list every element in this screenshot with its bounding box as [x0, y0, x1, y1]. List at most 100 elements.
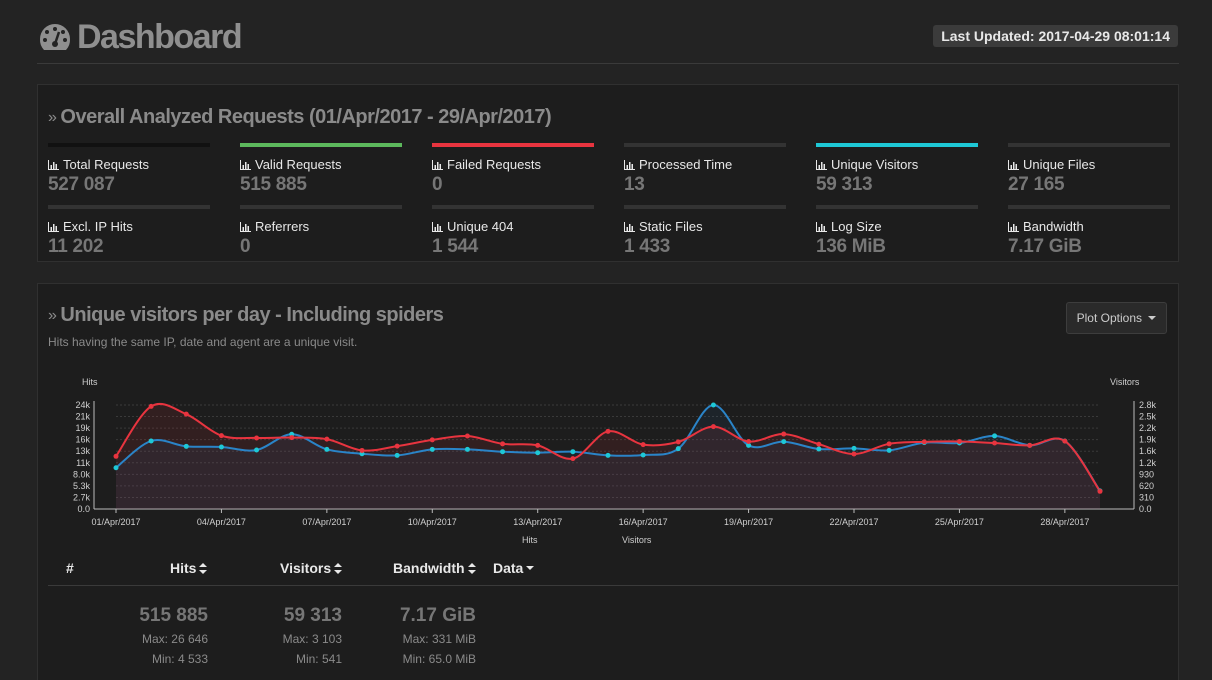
- visitors-point: [254, 447, 260, 453]
- metric-tile: Log Size 136 MiB: [816, 205, 978, 258]
- column-header-visitors[interactable]: Visitors: [280, 560, 343, 576]
- visitors-point: [816, 446, 822, 452]
- y-tick-label-left: 5.3k: [73, 481, 91, 491]
- overall-panel-title: » Overall Analyzed Requests (01/Apr/2017…: [48, 106, 552, 129]
- page-title: Dashboard: [77, 18, 243, 56]
- x-tick-label: 25/Apr/2017: [935, 517, 984, 527]
- metric-tile: Static Files 1 433: [624, 205, 786, 258]
- visitors-point: [218, 444, 224, 450]
- summary-bandwidth: 7.17 GiB Max: 331 MiB Min: 65.0 MiB: [356, 605, 476, 666]
- metric-label: Total Requests: [48, 157, 210, 172]
- caret-down-icon: [1148, 316, 1156, 320]
- hits-point: [359, 447, 365, 453]
- data-header-label: Data: [493, 560, 524, 576]
- metric-color-bar: [48, 143, 210, 147]
- bandwidth-header-label: Bandwidth: [393, 560, 465, 576]
- metric-color-bar: [240, 205, 402, 209]
- x-tick-label: 16/Apr/2017: [619, 517, 668, 527]
- visitors-point: [710, 402, 716, 408]
- visitors-point: [570, 449, 576, 455]
- hits-point: [746, 438, 752, 444]
- metric-label-text: Total Requests: [63, 157, 149, 172]
- metric-label-text: Failed Requests: [447, 157, 541, 172]
- hits-point: [886, 441, 892, 447]
- metric-color-bar: [1008, 143, 1170, 147]
- logo: Dashboard: [37, 18, 243, 57]
- x-tick-label: 07/Apr/2017: [302, 517, 351, 527]
- hits-point: [289, 435, 295, 441]
- y-tick-label-left: 2.7k: [73, 492, 91, 502]
- hits-point: [992, 440, 998, 446]
- visitors-point: [675, 446, 681, 452]
- dashboard-gauge-icon: [39, 23, 71, 50]
- y-tick-label-left: 16k: [75, 435, 90, 445]
- y-axis-title-left: Hits: [82, 377, 98, 387]
- summary-visitors: 59 313 Max: 3 103 Min: 541: [232, 605, 342, 666]
- metric-value: 527 087: [48, 174, 115, 195]
- metric-color-bar: [624, 205, 786, 209]
- hits-point: [113, 453, 119, 459]
- metric-tile: Failed Requests 0: [432, 143, 594, 196]
- bar-chart-icon: [1008, 221, 1019, 232]
- metric-tile: Unique Files 27 165: [1008, 143, 1170, 196]
- metric-value: 11 202: [48, 236, 104, 257]
- y-tick-label-left: 11k: [76, 458, 90, 468]
- hits-point: [535, 442, 541, 448]
- hits-point: [781, 431, 787, 437]
- bar-chart-icon: [48, 221, 59, 232]
- visitors-point: [113, 465, 119, 471]
- sort-icon: [334, 562, 343, 574]
- y-tick-label-right: 0.0: [1139, 504, 1152, 514]
- metric-value: 0: [432, 174, 443, 195]
- visitors-header-label: Visitors: [280, 560, 332, 576]
- metric-label-text: Valid Requests: [255, 157, 342, 172]
- summary-visitors-max: Max: 3 103: [282, 632, 342, 646]
- y-tick-label-left: 0.0: [77, 504, 90, 514]
- metric-value: 136 MiB: [816, 236, 886, 257]
- bar-chart-icon: [816, 159, 827, 170]
- bar-chart-icon: [240, 159, 251, 170]
- metric-tile: Referrers 0: [240, 205, 402, 258]
- hits-point: [429, 437, 435, 443]
- metric-tile: Total Requests 527 087: [48, 143, 210, 196]
- caret-down-icon: [526, 566, 535, 570]
- column-header-hits[interactable]: Hits: [170, 560, 208, 576]
- bar-chart-icon: [432, 159, 443, 170]
- column-header-bandwidth[interactable]: Bandwidth: [393, 560, 476, 576]
- y-tick-label-right: 1.2k: [1139, 458, 1157, 468]
- metric-tile: Bandwidth 7.17 GiB: [1008, 205, 1170, 258]
- metric-label-text: Static Files: [639, 219, 703, 234]
- visitors-point: [464, 446, 470, 452]
- metric-label: Unique Visitors: [816, 157, 978, 172]
- hits-point: [605, 428, 611, 434]
- y-tick-label-right: 2.2k: [1139, 423, 1157, 433]
- y-tick-label-left: 8.0k: [73, 469, 91, 479]
- plot-options-button[interactable]: Plot Options: [1065, 302, 1167, 334]
- metric-label: Bandwidth: [1008, 219, 1170, 234]
- metric-label-text: Unique Visitors: [831, 157, 919, 172]
- metric-value: 515 885: [240, 174, 307, 195]
- metric-value: 1 433: [624, 236, 671, 257]
- y-tick-label-right: 930: [1139, 469, 1154, 479]
- visitors-point: [148, 438, 154, 444]
- bar-chart-icon: [48, 159, 59, 170]
- y-axis-title-right: Visitors: [1110, 377, 1140, 387]
- visitors-point: [500, 449, 506, 455]
- hits-point: [956, 438, 962, 444]
- visitors-point: [605, 452, 611, 458]
- column-header-data[interactable]: Data: [493, 560, 535, 576]
- y-tick-label-right: 620: [1139, 481, 1154, 491]
- hits-point: [254, 435, 260, 441]
- metric-tile: Excl. IP Hits 11 202: [48, 205, 210, 258]
- overall-requests-panel: » Overall Analyzed Requests (01/Apr/2017…: [37, 84, 1179, 262]
- summary-hits-total: 515 885: [139, 605, 208, 626]
- hits-point: [1027, 442, 1033, 448]
- metric-label-text: Unique 404: [447, 219, 514, 234]
- y-tick-label-right: 1.9k: [1139, 435, 1157, 445]
- hits-point: [464, 433, 470, 439]
- visitors-point: [429, 446, 435, 452]
- summary-hits-min: Min: 4 533: [151, 652, 208, 666]
- metric-color-bar: [432, 143, 594, 147]
- x-tick-label: 10/Apr/2017: [408, 517, 457, 527]
